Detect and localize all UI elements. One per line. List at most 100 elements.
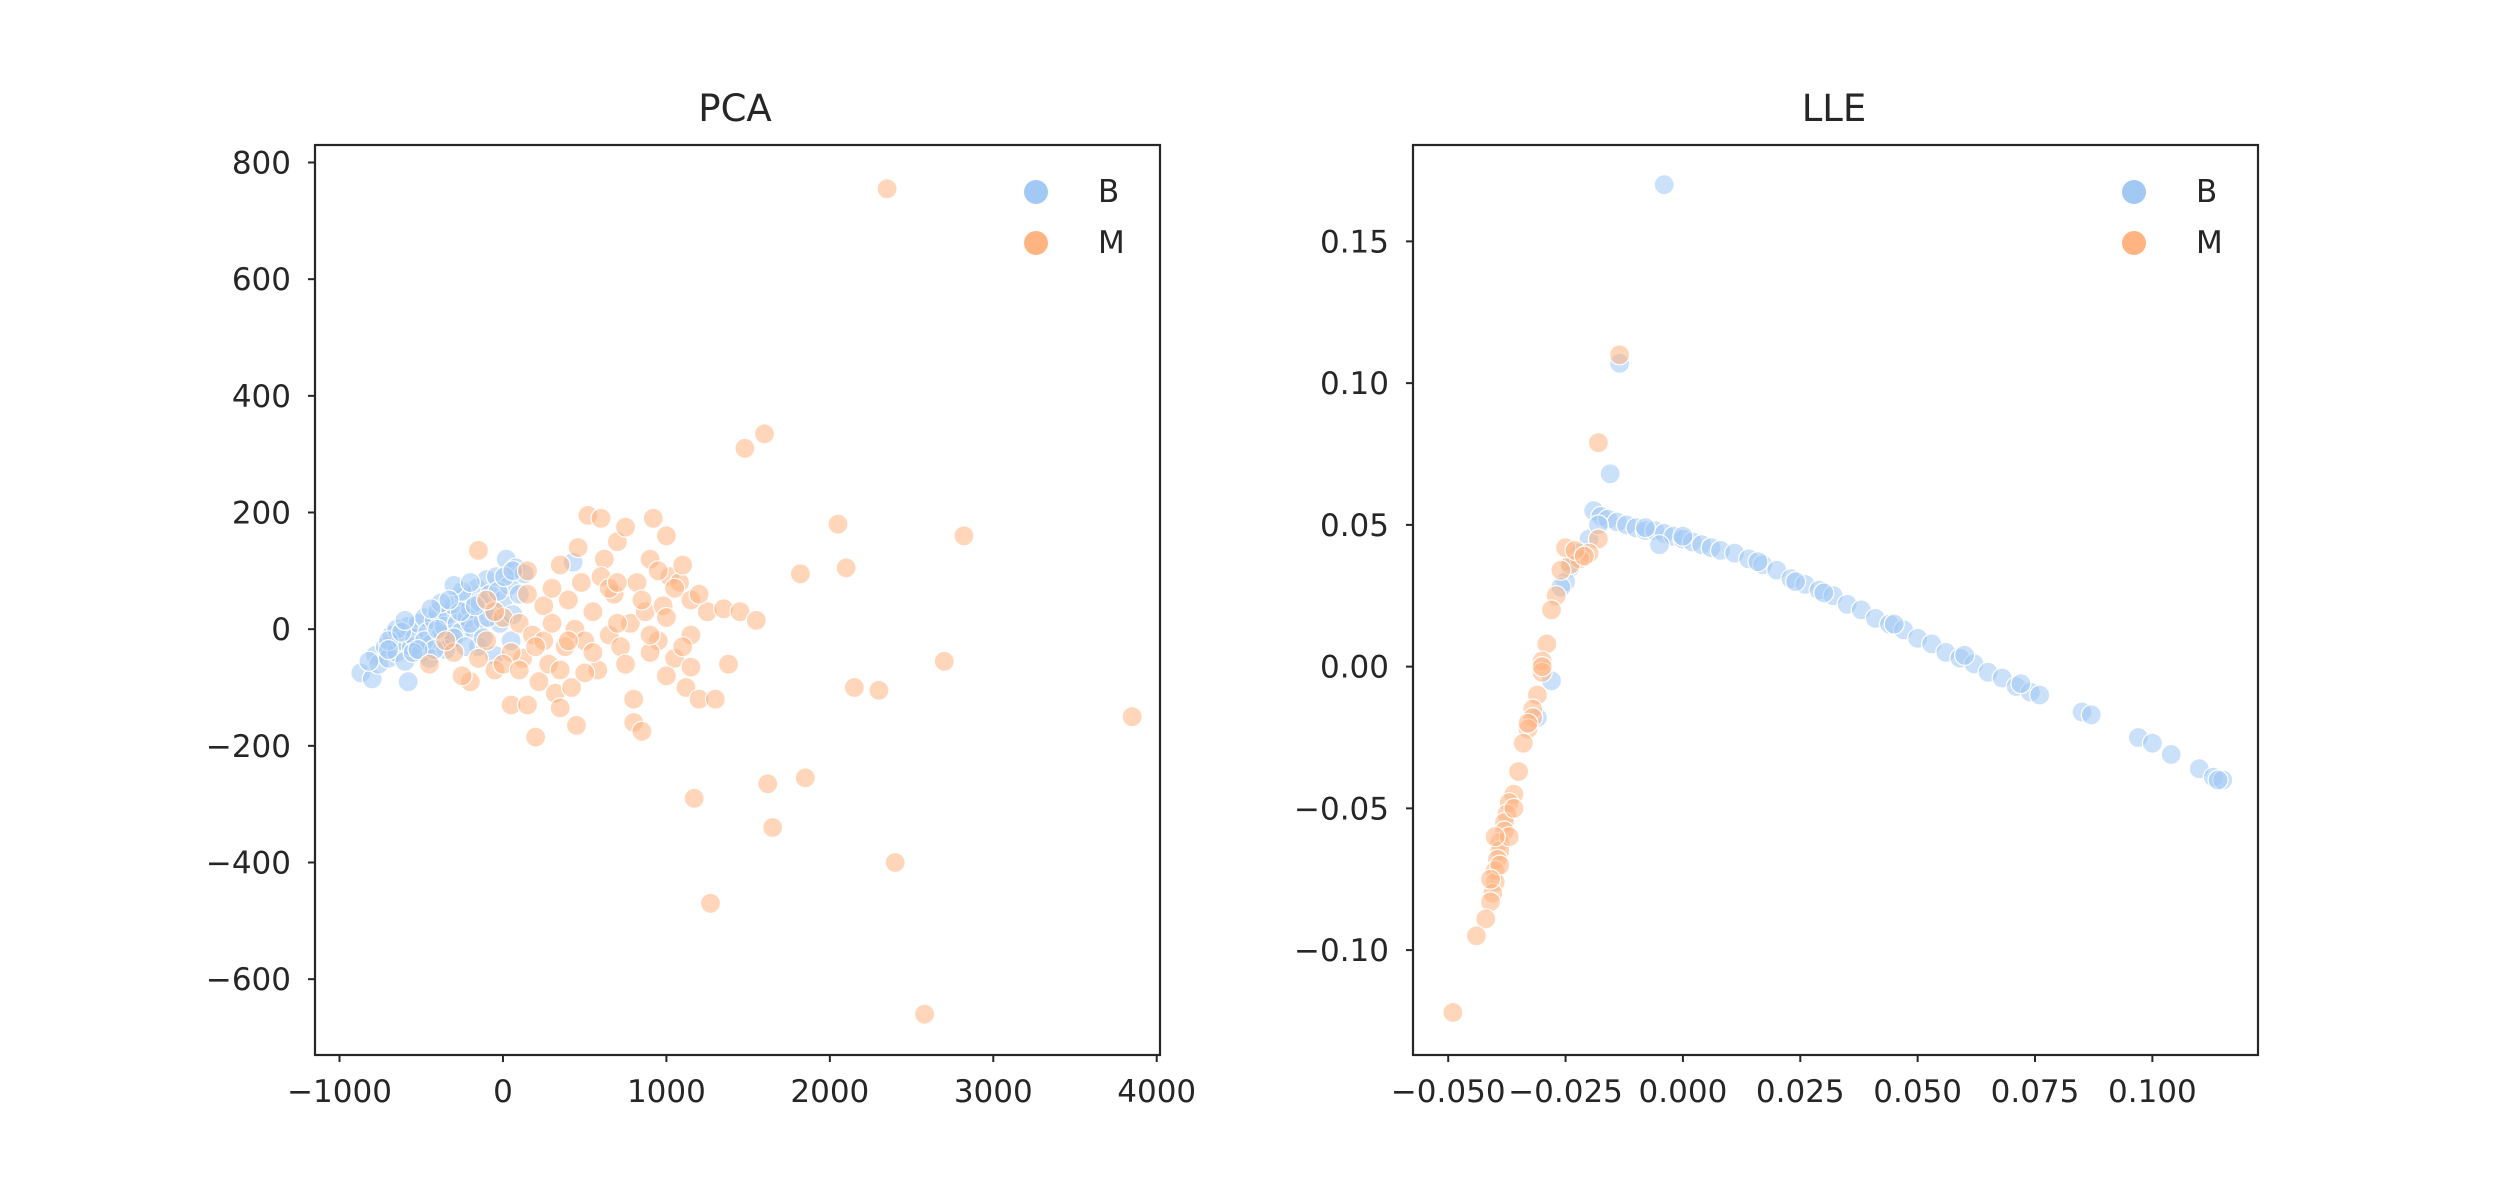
lle-point-m-32	[1442, 1001, 1464, 1024]
lle-point-m-35	[1573, 545, 1595, 567]
pca-point-m-110	[639, 624, 661, 646]
pca-point-m-95	[435, 630, 457, 652]
lle-point-m-31	[1465, 925, 1488, 947]
pca-point-m-65	[789, 563, 812, 585]
lle-legend: B M	[2122, 174, 2223, 261]
pca-point-m-3	[467, 539, 489, 562]
pca-point-m-105	[524, 636, 547, 658]
lle-y-tick-label-1: −0.05	[1294, 791, 1389, 827]
pca-point-b-50	[358, 650, 380, 672]
lle-point-b-2	[1599, 463, 1621, 485]
pca-x-axis: −1000 0 1000 2000 3000 4000	[287, 1055, 1196, 1110]
lle-point-m-41	[1517, 712, 1539, 734]
pca-point-m-74	[933, 650, 955, 672]
pca-x-tick-label-1: 0	[493, 1074, 513, 1110]
pca-point-m-66	[794, 767, 816, 789]
pca-legend-label-b: B	[1098, 174, 1119, 210]
lle-point-m-38	[1484, 826, 1506, 848]
pca-y-tick-label-2: −200	[206, 729, 291, 765]
pca-point-m-109	[606, 571, 629, 594]
lle-point-m-42	[1531, 655, 1553, 678]
lle-points	[1442, 174, 2234, 1024]
pca-point-m-29	[590, 507, 612, 529]
pca-y-tick-label-6: 600	[232, 262, 291, 298]
lle-axes-frame	[1411, 143, 2260, 1057]
pca-point-m-112	[672, 636, 694, 658]
lle-x-tick-label-2: 0.000	[1639, 1074, 1728, 1110]
pca-point-b-72	[377, 638, 400, 661]
lle-point-b-44	[2141, 732, 2163, 754]
pca-point-m-61	[745, 609, 767, 632]
lle-y-tick-label-3: 0.05	[1320, 508, 1389, 544]
pca-point-m-39	[631, 720, 653, 742]
pca-y-axis: −600 −400 −200 0 200 400 600 800	[206, 146, 315, 998]
lle-legend-marker-m	[2122, 231, 2146, 255]
pca-point-m-96	[557, 630, 579, 652]
lle-x-tick-label-3: 0.025	[1756, 1074, 1845, 1110]
pca-point-m-108	[516, 694, 539, 716]
pca-point-m-100	[663, 577, 686, 599]
pca-point-m-99	[647, 560, 669, 582]
pca-point-m-4	[476, 630, 498, 652]
lle-point-b-61	[1883, 613, 1905, 635]
pca-point-m-84	[623, 688, 645, 710]
pca-y-tick-label-5: 400	[232, 379, 291, 415]
pca-point-m-77	[549, 697, 571, 719]
pca-axes-frame	[313, 143, 1162, 1057]
pca-point-m-106	[508, 659, 530, 681]
pca-point-m-34	[609, 636, 632, 658]
lle-point-b-64	[2207, 769, 2229, 791]
pca-x-tick-label-3: 2000	[790, 1074, 869, 1110]
pca-point-m-16	[541, 577, 563, 599]
lle-point-b-45	[2160, 743, 2182, 766]
lle-y-tick-label-2: 0.00	[1320, 650, 1389, 686]
lle-point-m-17	[1507, 760, 1530, 783]
pca-point-m-70	[868, 679, 890, 702]
pca-point-b-57	[459, 571, 481, 594]
pca-point-m-67	[827, 513, 849, 535]
pca-point-m-73	[913, 1003, 936, 1025]
pca-x-tick-label-0: −1000	[287, 1074, 392, 1110]
pca-y-tick-label-0: −600	[206, 962, 291, 998]
lle-point-b-42	[2080, 704, 2102, 726]
pca-title: PCA	[698, 87, 771, 130]
pca-point-m-86	[565, 714, 588, 737]
lle-panel: LLE −0.050 −0.025 0.000 0.025 0.050 0.075 0.10…	[1294, 87, 2260, 1110]
lle-point-m-0	[1608, 344, 1631, 366]
pca-point-m-12	[524, 726, 547, 748]
lle-point-b-66	[1784, 570, 1807, 593]
pca-point-m-79	[606, 612, 629, 634]
lle-point-b-58	[1672, 525, 1694, 547]
pca-point-m-75	[953, 525, 975, 547]
lle-y-tick-label-4: 0.10	[1320, 366, 1389, 402]
pca-point-m-20	[557, 589, 579, 611]
pca-point-m-83	[688, 583, 710, 605]
pca-point-m-35	[614, 516, 637, 538]
lle-y-tick-label-0: −0.10	[1294, 933, 1389, 969]
pca-point-b-77	[438, 589, 460, 611]
lle-legend-label-m: M	[2196, 225, 2223, 261]
lle-point-m-1	[1587, 432, 1610, 454]
pca-point-m-89	[516, 583, 539, 605]
pca-point-m-64	[761, 816, 784, 839]
pca-point-m-98	[631, 589, 653, 611]
lle-point-b-65	[1747, 551, 1769, 573]
pca-point-m-81	[655, 665, 678, 687]
lle-x-tick-label-5: 0.075	[1991, 1074, 2080, 1110]
pca-point-m-14	[533, 595, 555, 617]
lle-point-m-16	[1512, 732, 1534, 754]
pca-point-m-104	[541, 612, 563, 634]
pca-point-m-69	[843, 676, 866, 699]
pca-x-tick-label-4: 3000	[954, 1074, 1033, 1110]
pca-y-tick-label-4: 200	[232, 496, 291, 532]
lle-y-axis: −0.10 −0.05 0.00 0.05 0.10 0.15	[1294, 224, 1413, 969]
pca-point-m-87	[549, 659, 571, 681]
lle-point-m-37	[1503, 797, 1525, 820]
pca-y-tick-label-3: 0	[271, 612, 291, 648]
pca-point-m-10	[516, 560, 539, 582]
lle-x-tick-label-1: −0.025	[1508, 1074, 1623, 1110]
pca-points	[350, 178, 1143, 1025]
lle-point-b-49	[1648, 534, 1671, 556]
pca-panel: PCA −1000 0 1000 2000 3000 4000 −600 −400 −200 0…	[206, 87, 1196, 1110]
pca-legend-marker-m	[1024, 231, 1048, 255]
